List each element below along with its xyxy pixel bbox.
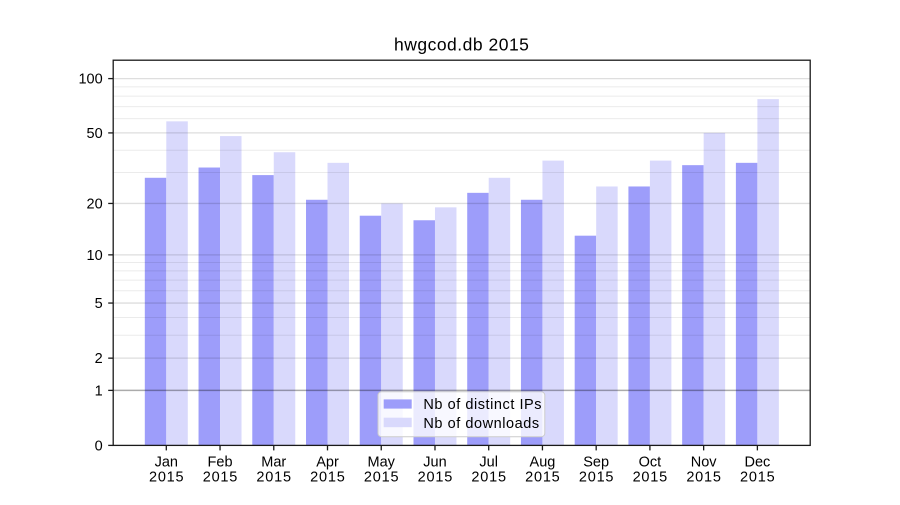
svg-text:2015: 2015 — [149, 470, 184, 486]
svg-text:0: 0 — [95, 438, 103, 454]
svg-text:2015: 2015 — [525, 470, 560, 486]
svg-text:2015: 2015 — [418, 470, 453, 486]
svg-text:May: May — [368, 454, 396, 470]
svg-text:Nb of downloads: Nb of downloads — [423, 416, 539, 432]
svg-text:Aug: Aug — [530, 454, 556, 470]
svg-text:Jun: Jun — [423, 454, 446, 470]
svg-text:Nb of distinct IPs: Nb of distinct IPs — [423, 397, 542, 413]
svg-text:2: 2 — [95, 351, 103, 367]
svg-text:Oct: Oct — [639, 454, 662, 470]
svg-text:Apr: Apr — [316, 454, 339, 470]
svg-text:hwgcod.db 2015: hwgcod.db 2015 — [394, 35, 529, 55]
svg-text:Sep: Sep — [583, 454, 609, 470]
svg-text:100: 100 — [78, 71, 102, 87]
svg-text:2015: 2015 — [633, 470, 668, 486]
svg-text:2015: 2015 — [203, 470, 238, 486]
svg-text:Nov: Nov — [691, 454, 718, 470]
svg-text:Mar: Mar — [261, 454, 286, 470]
svg-text:50: 50 — [87, 126, 103, 142]
svg-text:5: 5 — [95, 296, 103, 312]
svg-text:2015: 2015 — [256, 470, 291, 486]
svg-text:2015: 2015 — [686, 470, 721, 486]
svg-text:2015: 2015 — [471, 470, 506, 486]
svg-text:Feb: Feb — [208, 454, 233, 470]
svg-text:20: 20 — [87, 196, 103, 212]
svg-text:Dec: Dec — [744, 454, 770, 470]
svg-text:2015: 2015 — [740, 470, 775, 486]
svg-text:Jul: Jul — [479, 454, 498, 470]
svg-text:10: 10 — [87, 248, 103, 264]
svg-text:2015: 2015 — [364, 470, 399, 486]
svg-text:Jan: Jan — [155, 454, 178, 470]
svg-text:2015: 2015 — [579, 470, 614, 486]
svg-text:2015: 2015 — [310, 470, 345, 486]
svg-text:1: 1 — [95, 383, 103, 399]
